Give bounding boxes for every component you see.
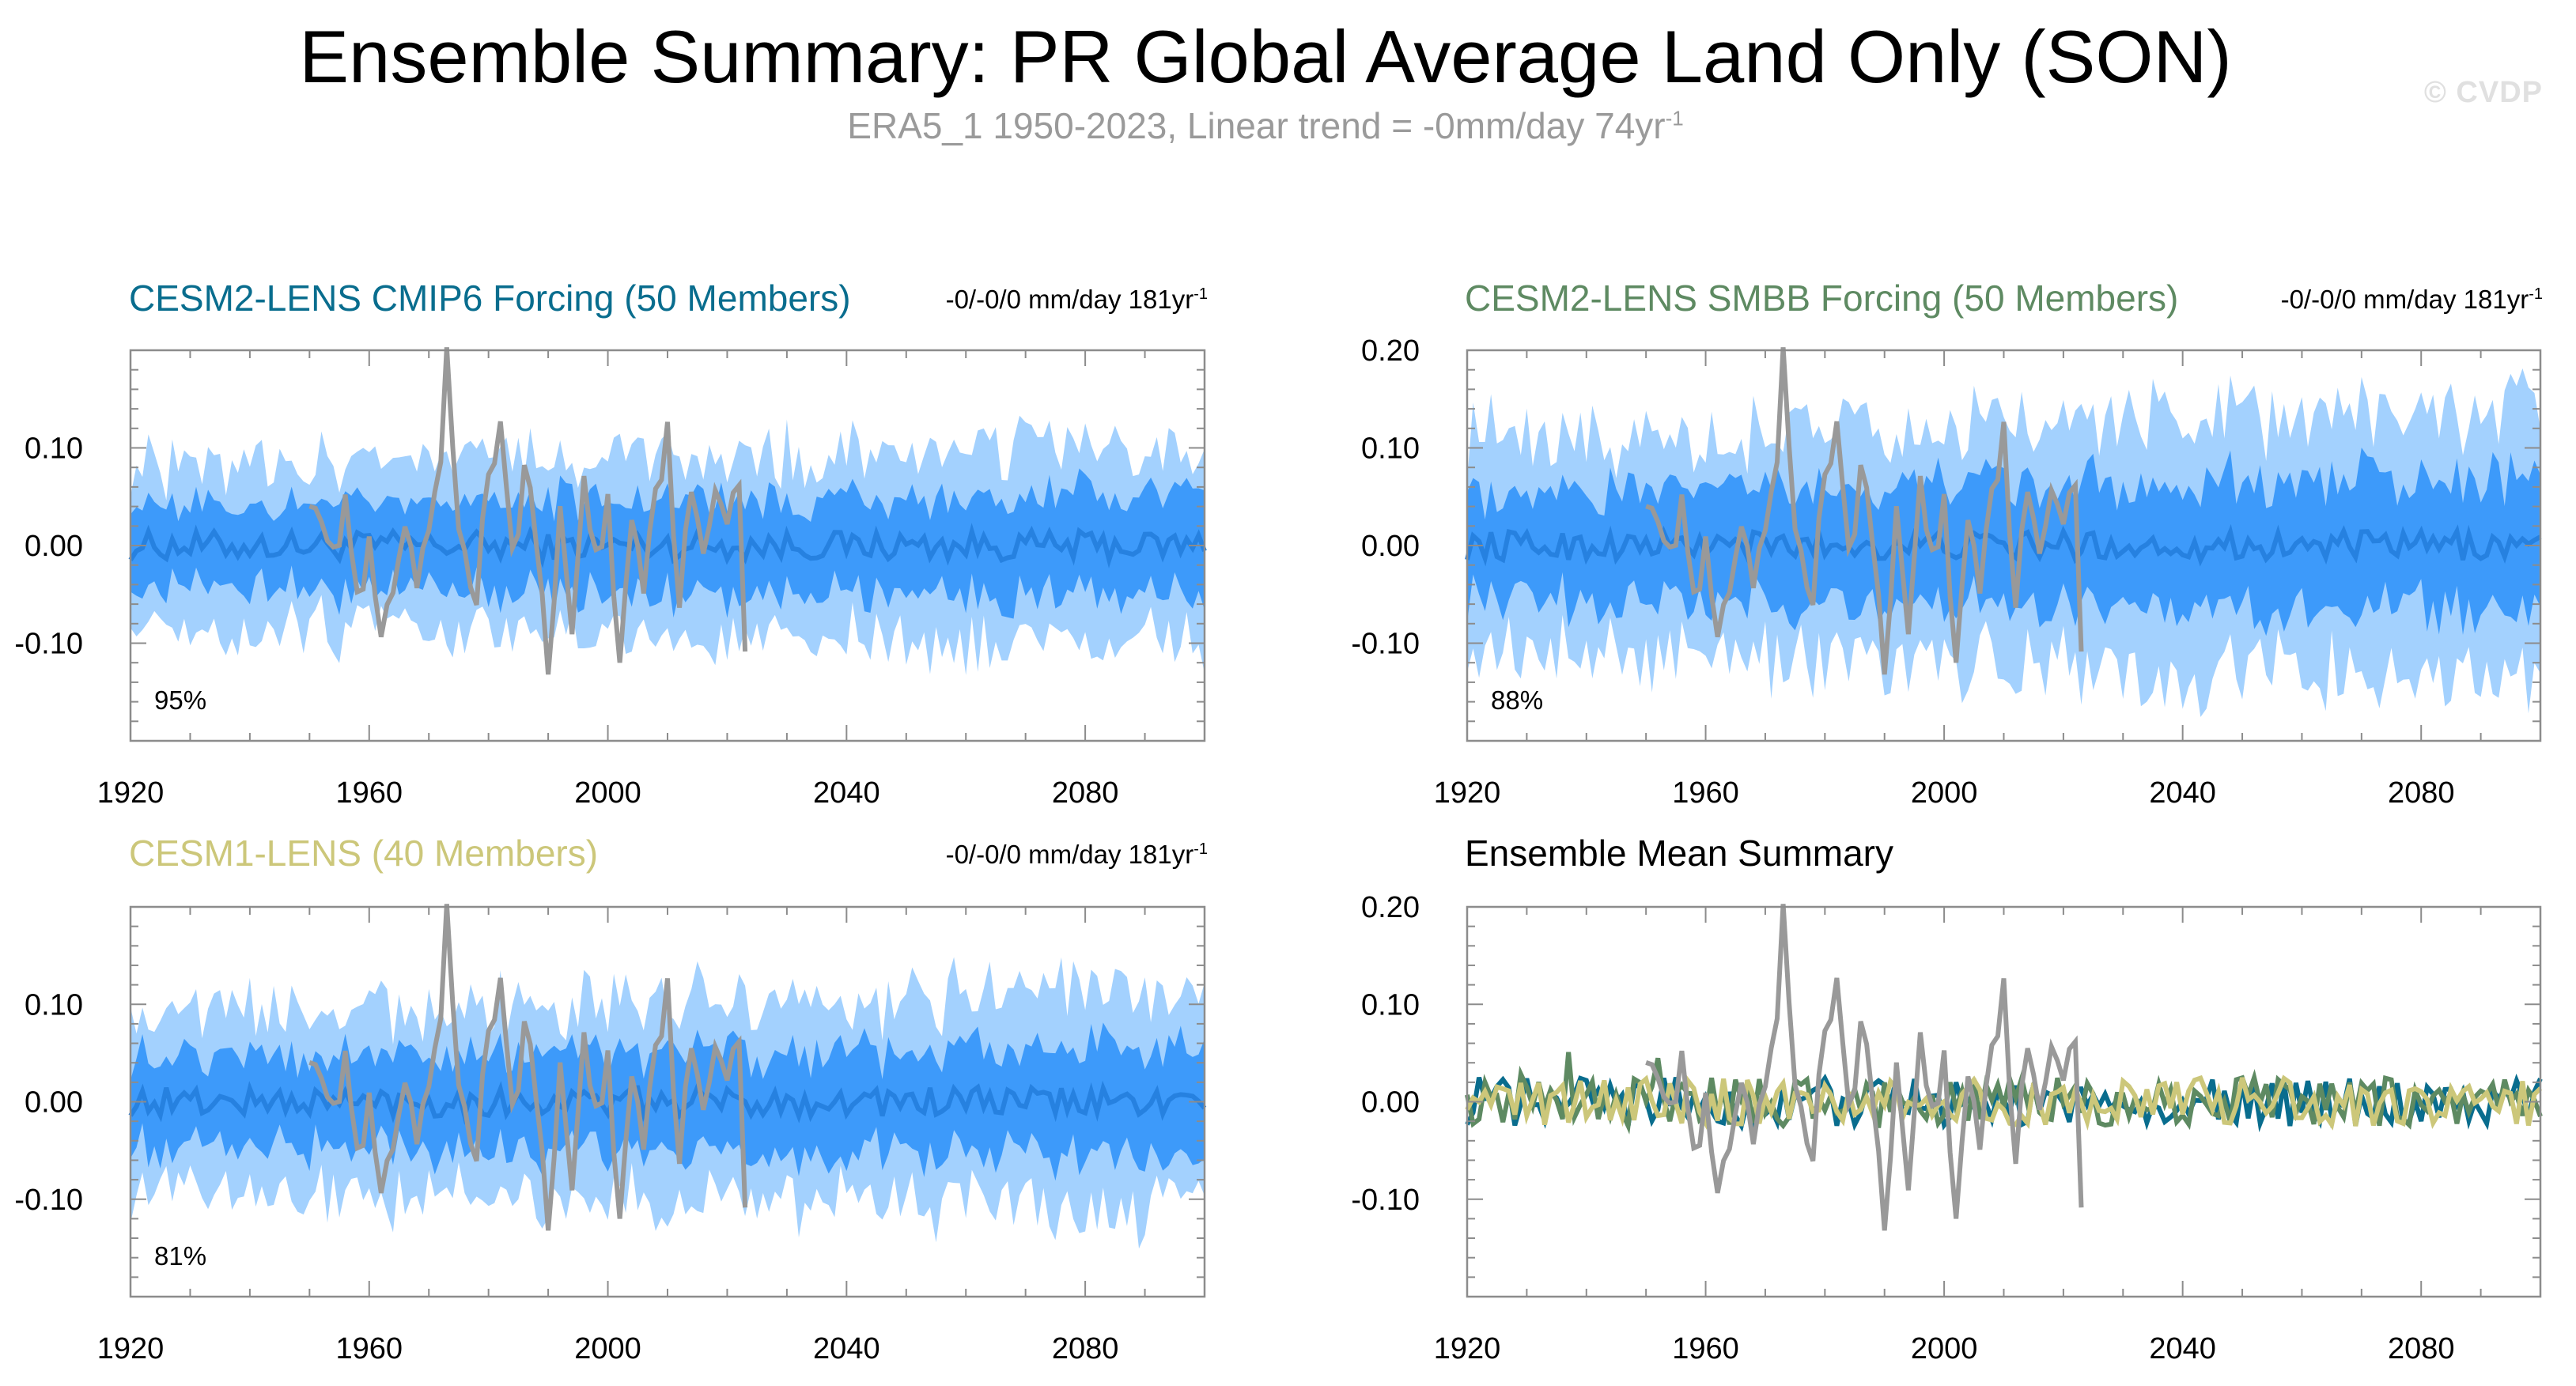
panel-1-trend: -0/-0/0 mm/day 181yr-1 bbox=[946, 285, 1208, 315]
x-tick-label: 1920 bbox=[1434, 1332, 1501, 1365]
percent-label: 95% bbox=[154, 685, 206, 715]
y-tick-label: 0.00 bbox=[1361, 1086, 1420, 1120]
y-tick-label: 0.20 bbox=[1361, 891, 1420, 924]
x-tick-label: 1920 bbox=[97, 1332, 165, 1365]
observed-era5-line bbox=[308, 347, 748, 675]
panel-1-trend-text: -0/-0/0 mm/day 181yr bbox=[945, 285, 1194, 314]
y-tick-label: 0.20 bbox=[1361, 334, 1420, 368]
chart-panel-1: 1920 1960 2000 2040 2080 0.10 0.00 -0.10 95% bbox=[14, 347, 1207, 810]
y-tick-label: -0.10 bbox=[14, 628, 83, 661]
x-tick-label: 2080 bbox=[2388, 1332, 2455, 1365]
panel-3-trend-text: -0/-0/0 mm/day 181yr bbox=[945, 840, 1194, 869]
watermark: © CVDP bbox=[2423, 76, 2543, 109]
observed-era5-line bbox=[1645, 347, 2084, 675]
x-tick-label: 2040 bbox=[2149, 776, 2216, 810]
observed-era5-line bbox=[1645, 904, 2084, 1231]
x-tick-label: 2080 bbox=[1052, 776, 1119, 810]
y-tick-label: 0.00 bbox=[25, 530, 83, 563]
x-tick-label: 1920 bbox=[1434, 776, 1501, 810]
y-tick-label: 0.00 bbox=[25, 1086, 83, 1120]
x-tick-label: 2040 bbox=[813, 1332, 880, 1365]
chart-panel-3: 1920 1960 2000 2040 2080 0.10 0.00 -0.10 81% bbox=[14, 904, 1207, 1365]
y-tick-label: 0.10 bbox=[1361, 988, 1420, 1022]
x-tick-label: 1960 bbox=[336, 776, 403, 810]
ensemble-mean-line bbox=[128, 1080, 1207, 1125]
panel-2-trend-text: -0/-0/0 mm/day 181yr bbox=[2280, 285, 2529, 314]
chart-panel-2: 1920 1960 2000 2040 2080 0.20 0.10 0.00 -0.10 88% bbox=[1351, 334, 2542, 810]
x-tick-label: 2000 bbox=[574, 776, 641, 810]
y-tick-label: -0.10 bbox=[1351, 1184, 1420, 1217]
percent-label: 88% bbox=[1491, 685, 1543, 715]
ensemble-mean-line bbox=[1465, 523, 2542, 567]
x-tick-label: 2080 bbox=[1052, 1332, 1119, 1365]
figure-title: Ensemble Summary: PR Global Average Land… bbox=[299, 15, 2232, 98]
subtitle-superscript: -1 bbox=[1665, 106, 1684, 130]
observed-era5-line bbox=[308, 904, 748, 1231]
ensemble-mean-line bbox=[128, 523, 1207, 568]
panel-2-title: CESM2-LENS SMBB Forcing (50 Members) bbox=[1465, 278, 2179, 319]
y-tick-label: 0.10 bbox=[25, 988, 83, 1022]
percent-label: 81% bbox=[154, 1241, 206, 1271]
ensemble-mean-series-3 bbox=[1465, 1074, 2543, 1131]
panel-1-title: CESM2-LENS CMIP6 Forcing (50 Members) bbox=[129, 278, 851, 319]
x-tick-label: 2000 bbox=[1911, 1332, 1978, 1365]
x-tick-label: 2040 bbox=[813, 776, 880, 810]
panel-3-title: CESM1-LENS (40 Members) bbox=[129, 833, 599, 874]
panel-3-trend: -0/-0/0 mm/day 181yr-1 bbox=[946, 840, 1208, 870]
x-tick-label: 1960 bbox=[1672, 1332, 1739, 1365]
y-tick-label: 0.10 bbox=[25, 432, 83, 466]
y-tick-label: -0.10 bbox=[1351, 628, 1420, 661]
y-tick-label: 0.10 bbox=[1361, 432, 1420, 466]
x-tick-label: 2040 bbox=[2149, 1332, 2216, 1365]
x-tick-label: 1920 bbox=[97, 776, 165, 810]
y-tick-label: 0.00 bbox=[1361, 530, 1420, 563]
panel-4-title: Ensemble Mean Summary bbox=[1465, 833, 1893, 874]
x-tick-label: 1960 bbox=[1672, 776, 1739, 810]
panel-1-trend-sup: -1 bbox=[1193, 285, 1208, 303]
panel-3-trend-sup: -1 bbox=[1193, 840, 1208, 858]
x-tick-label: 2000 bbox=[574, 1332, 641, 1365]
x-tick-label: 1960 bbox=[336, 1332, 403, 1365]
subtitle-text: ERA5_1 1950-2023, Linear trend = -0mm/da… bbox=[847, 105, 1666, 146]
y-tick-label: -0.10 bbox=[14, 1184, 83, 1217]
x-tick-label: 2000 bbox=[1911, 776, 1978, 810]
chart-panel-4: 1920 1960 2000 2040 2080 0.20 0.10 0.00 -0.10 bbox=[1351, 891, 2543, 1365]
x-tick-label: 2080 bbox=[2388, 776, 2455, 810]
panel-2-trend-sup: -1 bbox=[2529, 285, 2543, 303]
panel-2-trend: -0/-0/0 mm/day 181yr-1 bbox=[2281, 285, 2543, 315]
figure-subtitle: ERA5_1 1950-2023, Linear trend = -0mm/da… bbox=[0, 104, 2531, 147]
